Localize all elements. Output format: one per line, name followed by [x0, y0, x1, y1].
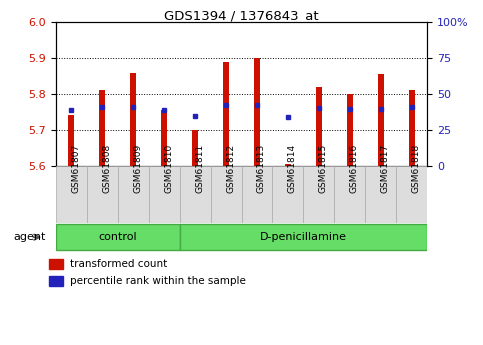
Bar [254, 58, 260, 166]
Bar [366, 166, 397, 223]
Bar [49, 259, 63, 269]
Text: D-penicillamine: D-penicillamine [260, 232, 347, 242]
Text: GSM61812: GSM61812 [226, 144, 235, 193]
Bar [130, 72, 136, 166]
Bar [397, 166, 427, 223]
Text: transformed count: transformed count [70, 259, 167, 269]
Bar [68, 116, 74, 166]
Text: GSM61817: GSM61817 [381, 144, 390, 193]
Bar [334, 166, 366, 223]
Bar [347, 94, 353, 166]
Bar [303, 166, 334, 223]
Text: GSM61811: GSM61811 [195, 144, 204, 193]
Text: GSM61809: GSM61809 [133, 144, 142, 193]
Text: control: control [98, 232, 137, 242]
Bar [180, 166, 211, 223]
Text: GSM61813: GSM61813 [257, 144, 266, 193]
Bar [285, 164, 291, 166]
Bar [180, 224, 427, 250]
Bar [242, 166, 272, 223]
Bar [99, 90, 105, 166]
Bar [117, 166, 149, 223]
Bar [316, 87, 322, 166]
Text: GSM61810: GSM61810 [164, 144, 173, 193]
Bar [272, 166, 303, 223]
Text: GSM61814: GSM61814 [288, 144, 297, 193]
Bar [378, 74, 384, 166]
Bar [149, 166, 180, 223]
Text: GSM61815: GSM61815 [319, 144, 328, 193]
Text: GSM61808: GSM61808 [102, 144, 111, 193]
Bar [223, 62, 229, 166]
Bar [161, 110, 167, 166]
Text: GSM61816: GSM61816 [350, 144, 359, 193]
Bar [211, 166, 242, 223]
Text: percentile rank within the sample: percentile rank within the sample [70, 276, 245, 286]
Bar [409, 90, 415, 166]
Text: GSM61807: GSM61807 [71, 144, 80, 193]
Bar [192, 130, 198, 166]
Text: GSM61818: GSM61818 [412, 144, 421, 193]
Text: GDS1394 / 1376843_at: GDS1394 / 1376843_at [164, 9, 319, 22]
Bar [56, 224, 180, 250]
Bar [56, 166, 86, 223]
Bar [49, 276, 63, 286]
Text: agent: agent [14, 232, 46, 242]
Bar [86, 166, 117, 223]
